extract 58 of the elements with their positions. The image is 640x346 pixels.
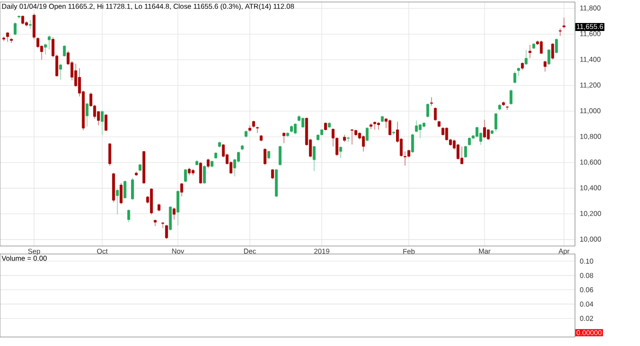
- candlestick: [555, 38, 558, 54]
- candlestick: [551, 42, 554, 60]
- candlestick: [271, 168, 274, 180]
- candlestick: [59, 63, 62, 80]
- candlestick: [445, 126, 448, 142]
- candlestick: [176, 190, 180, 226]
- candlestick: [32, 13, 36, 40]
- candlestick: [483, 119, 486, 139]
- candlestick: [199, 161, 202, 184]
- candlestick: [86, 102, 88, 128]
- candlestick: [460, 146, 464, 165]
- candlestick: [366, 126, 369, 142]
- candlestick: [464, 145, 468, 158]
- candlestick: [388, 119, 392, 136]
- candlestick: [426, 102, 430, 118]
- candlestick: [203, 164, 206, 184]
- candlestick: [168, 206, 172, 232]
- candlestick: [528, 44, 532, 59]
- candlestick: [184, 168, 187, 183]
- candlestick: [362, 135, 365, 152]
- candlestick: [486, 128, 490, 141]
- candlestick: [540, 40, 543, 54]
- candlestick: [494, 112, 498, 132]
- candlestick: [312, 145, 316, 172]
- candlestick: [6, 32, 9, 42]
- candlestick: [301, 117, 304, 128]
- candlestick: [206, 158, 210, 169]
- candlestick: [510, 88, 512, 106]
- candlestick: [476, 126, 478, 138]
- candlestick: [120, 182, 123, 205]
- candlestick: [180, 182, 184, 197]
- candlestick: [127, 208, 130, 223]
- candlestick: [104, 114, 108, 132]
- candlestick: [418, 124, 422, 139]
- candlestick: [513, 71, 516, 84]
- candlestick: [411, 133, 414, 154]
- candlestick: [100, 110, 104, 136]
- candlestick: [131, 177, 134, 200]
- candlestick: [124, 180, 126, 199]
- candlestick: [14, 22, 17, 36]
- candlestick: [547, 48, 550, 66]
- candlestick: [108, 142, 112, 166]
- candlestick: [544, 60, 546, 72]
- candlestick: [282, 132, 286, 144]
- candlestick: [278, 145, 282, 166]
- candlestick: [264, 148, 266, 166]
- candlestick: [434, 106, 437, 122]
- candlestick: [48, 34, 51, 50]
- candlestick: [339, 146, 342, 158]
- candlestick: [165, 224, 168, 240]
- candlestick: [116, 188, 119, 215]
- candlestick: [456, 143, 460, 160]
- candlestick: [524, 49, 528, 66]
- candlestick: [350, 128, 354, 146]
- candlestick: [172, 206, 176, 220]
- candlestick: [562, 17, 566, 29]
- candlestick: [44, 43, 47, 56]
- candlestick: [36, 36, 40, 49]
